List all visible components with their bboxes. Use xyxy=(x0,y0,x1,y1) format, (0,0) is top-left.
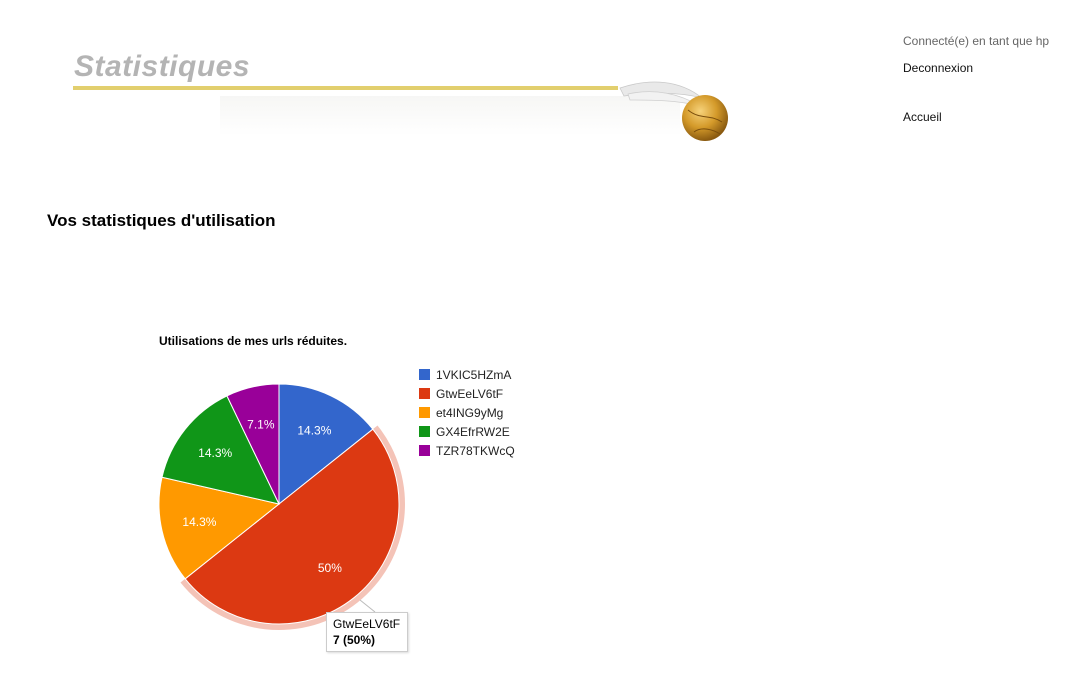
legend-label: 1VKIC5HZmA xyxy=(436,367,512,382)
banner-title: Statistiques xyxy=(74,50,251,83)
tooltip-label: GtwEeLV6tF xyxy=(333,617,401,631)
legend-item-1VKIC5HZmA[interactable]: 1VKIC5HZmA xyxy=(419,365,515,384)
legend-item-GtwEeLV6tF[interactable]: GtwEeLV6tF xyxy=(419,384,515,403)
legend-item-TZR78TKWcQ[interactable]: TZR78TKWcQ xyxy=(419,441,515,460)
chart-title: Utilisations de mes urls réduites. xyxy=(159,334,348,348)
legend-swatch xyxy=(419,426,430,437)
legend-item-GX4EfrRW2E[interactable]: GX4EfrRW2E xyxy=(419,422,515,441)
chart-legend: 1VKIC5HZmA GtwEeLV6tF et4ING9yMg GX4EfrRW2E… xyxy=(419,365,515,460)
home-link[interactable]: Accueil xyxy=(903,110,942,124)
banner-rule xyxy=(73,86,618,90)
legend-label: TZR78TKWcQ xyxy=(436,443,515,458)
legend-label: GX4EfrRW2E xyxy=(436,424,510,439)
legend-swatch xyxy=(419,369,430,380)
legend-label: GtwEeLV6tF xyxy=(436,386,504,401)
tooltip-value: 7 (50%) xyxy=(333,633,376,647)
user-status: Connecté(e) en tant que hp xyxy=(903,34,1050,48)
tooltip-pointer xyxy=(359,599,376,613)
banner-background xyxy=(220,96,680,136)
logout-link[interactable]: Deconnexion xyxy=(903,61,974,75)
pie-slice-GtwEeLV6tF[interactable] xyxy=(184,428,400,625)
pie-slice-1VKIC5HZmA[interactable] xyxy=(278,383,374,506)
chart-tooltip: GtwEeLV6tF 7 (50%) xyxy=(326,612,408,652)
pie-slice-et4ING9yMg[interactable] xyxy=(158,476,281,580)
pie-slice-GX4EfrRW2E[interactable] xyxy=(161,395,280,505)
golden-snitch-icon xyxy=(619,81,728,141)
legend-label: et4ING9yMg xyxy=(436,405,504,420)
legend-swatch xyxy=(419,388,430,399)
user-panel: Connecté(e) en tant que hp xyxy=(903,34,1049,48)
banner: Statistiques xyxy=(60,30,740,160)
legend-item-et4ING9yMg[interactable]: et4ING9yMg xyxy=(419,403,515,422)
legend-swatch xyxy=(419,445,430,456)
pie-slice-TZR78TKWcQ[interactable] xyxy=(226,383,280,505)
legend-swatch xyxy=(419,407,430,418)
page-heading: Vos statistiques d'utilisation xyxy=(47,211,276,230)
